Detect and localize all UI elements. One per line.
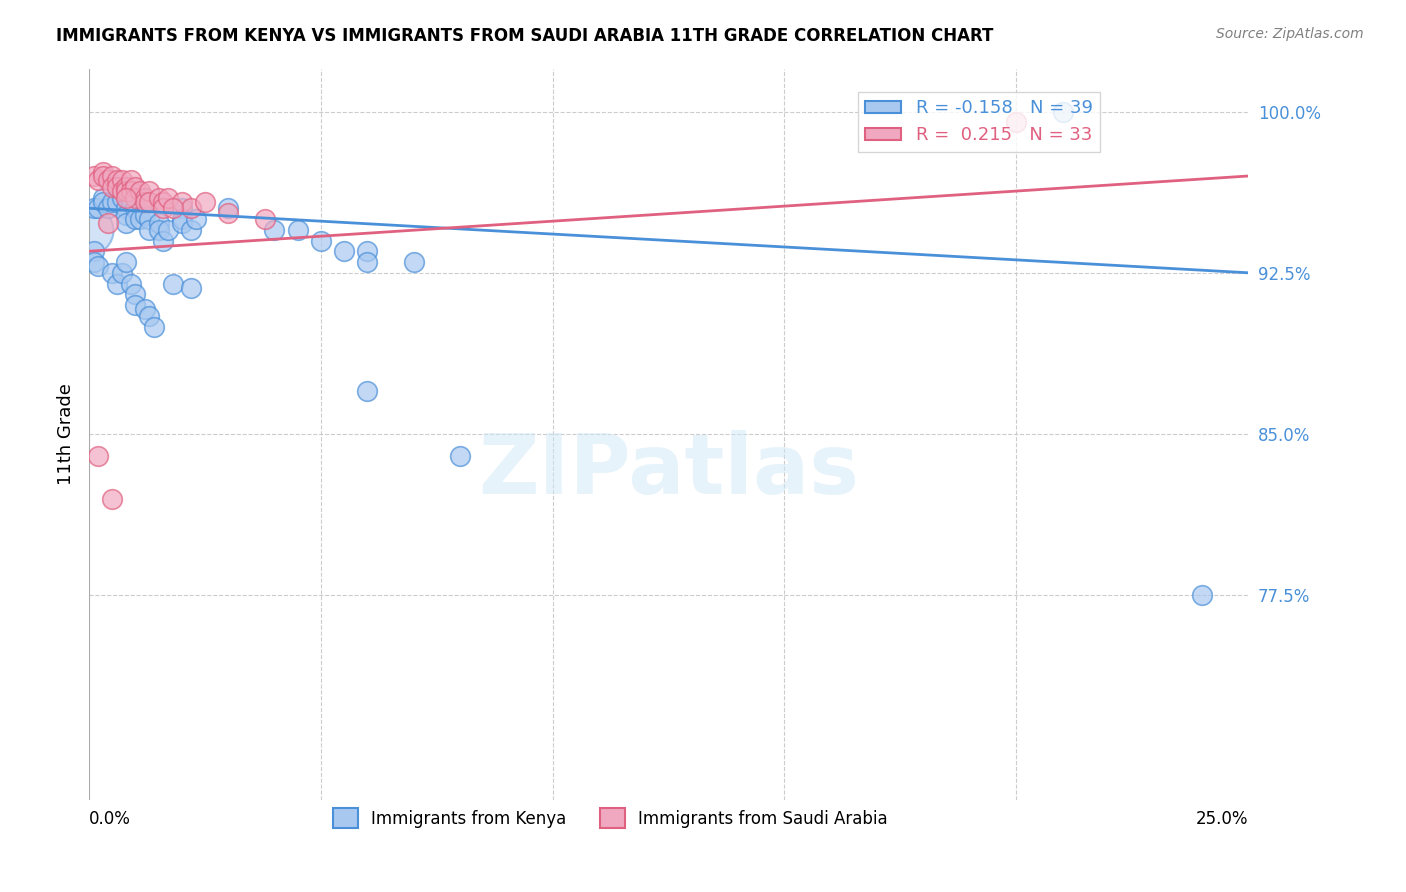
Point [83, 201, 105, 215]
Point [110, 190, 132, 204]
Point [115, 201, 138, 215]
Point [91, 190, 114, 204]
Point [1191, 588, 1213, 602]
Point [134, 208, 156, 222]
Point [115, 184, 138, 198]
Point [138, 194, 160, 209]
Point [105, 194, 128, 209]
Point [148, 223, 170, 237]
Point [124, 298, 146, 312]
Point [115, 179, 138, 194]
Point [120, 194, 142, 209]
Point [105, 277, 128, 291]
Point [287, 223, 309, 237]
Point [138, 223, 160, 237]
Point [152, 234, 174, 248]
Point [134, 190, 156, 204]
Point [101, 169, 124, 183]
Point [356, 244, 378, 259]
Point [194, 194, 217, 209]
Point [180, 281, 202, 295]
Point [1005, 115, 1028, 129]
Point [87, 260, 110, 274]
Point [91, 169, 114, 183]
Point [263, 223, 285, 237]
Point [152, 194, 174, 209]
Point [170, 216, 193, 230]
Point [170, 212, 193, 227]
Point [156, 190, 179, 204]
Point [91, 194, 114, 209]
Point [105, 179, 128, 194]
Point [97, 216, 120, 230]
Point [134, 194, 156, 209]
Point [124, 179, 146, 194]
Point [97, 201, 120, 215]
Point [87, 449, 110, 463]
Point [162, 201, 184, 215]
Point [148, 190, 170, 204]
Text: IMMIGRANTS FROM KENYA VS IMMIGRANTS FROM SAUDI ARABIA 11TH GRADE CORRELATION CHA: IMMIGRANTS FROM KENYA VS IMMIGRANTS FROM… [56, 27, 994, 45]
Point [143, 319, 166, 334]
Point [138, 184, 160, 198]
Point [152, 201, 174, 215]
Text: 25.0%: 25.0% [1195, 810, 1249, 829]
Point [129, 184, 152, 198]
Legend: Immigrants from Kenya, Immigrants from Saudi Arabia: Immigrants from Kenya, Immigrants from S… [326, 801, 894, 835]
Point [156, 223, 179, 237]
Text: Source: ZipAtlas.com: Source: ZipAtlas.com [1216, 27, 1364, 41]
Point [309, 234, 332, 248]
Point [101, 491, 124, 506]
Point [91, 165, 114, 179]
Point [333, 244, 356, 259]
Point [120, 173, 142, 187]
Point [105, 173, 128, 187]
Point [83, 244, 105, 259]
Point [120, 277, 142, 291]
Point [115, 216, 138, 230]
Point [101, 266, 124, 280]
Point [115, 255, 138, 269]
Point [110, 266, 132, 280]
Point [254, 212, 277, 227]
Text: 0.0%: 0.0% [89, 810, 131, 829]
Point [170, 194, 193, 209]
Point [101, 194, 124, 209]
Point [180, 223, 202, 237]
Point [138, 212, 160, 227]
Point [124, 287, 146, 301]
Point [110, 184, 132, 198]
Point [97, 173, 120, 187]
Point [115, 190, 138, 204]
Point [87, 173, 110, 187]
Point [217, 205, 239, 219]
Point [124, 212, 146, 227]
Point [356, 384, 378, 398]
Point [356, 255, 378, 269]
Point [124, 201, 146, 215]
Point [170, 201, 193, 215]
Point [77, 223, 100, 237]
Point [129, 212, 152, 227]
Point [134, 302, 156, 317]
Point [449, 449, 471, 463]
Point [1052, 104, 1074, 119]
Point [115, 208, 138, 222]
Point [184, 212, 207, 227]
Text: ZIPatlas: ZIPatlas [478, 430, 859, 511]
Point [124, 190, 146, 204]
Point [162, 277, 184, 291]
Point [217, 201, 239, 215]
Point [87, 201, 110, 215]
Point [83, 169, 105, 183]
Point [101, 179, 124, 194]
Point [180, 201, 202, 215]
Point [402, 255, 425, 269]
Y-axis label: 11th Grade: 11th Grade [58, 383, 75, 485]
Point [148, 216, 170, 230]
Point [138, 309, 160, 323]
Point [83, 255, 105, 269]
Point [120, 184, 142, 198]
Point [110, 173, 132, 187]
